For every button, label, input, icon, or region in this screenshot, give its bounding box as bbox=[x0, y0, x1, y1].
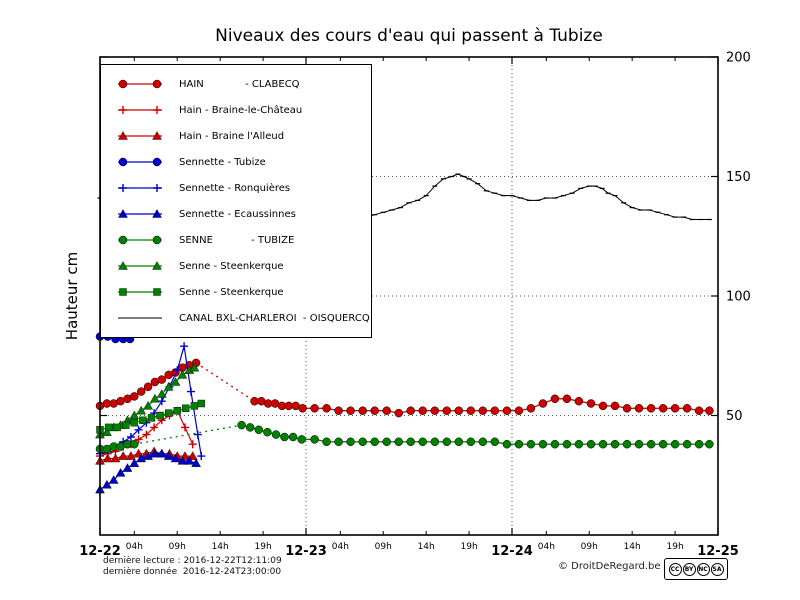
legend-item: Hain - Braine-le-Château bbox=[101, 97, 371, 123]
legend-marker-senne-steenkerque-triangle bbox=[118, 261, 162, 270]
svg-text:09h: 09h bbox=[581, 542, 598, 552]
legend-item: Sennette - Ronquières bbox=[101, 175, 371, 201]
legend-label: Hain - Braine l'Alleud bbox=[179, 130, 285, 142]
chart-title: Niveaux des cours d'eau qui passent à Tu… bbox=[215, 26, 603, 46]
last-reading-text: dernière lecture : 2016-12-22T12:11:09 bbox=[103, 556, 282, 566]
legend-item: Sennette - Ecaussinnes bbox=[101, 201, 371, 227]
svg-text:14h: 14h bbox=[418, 542, 435, 552]
legend-label: Senne - Steenkerque bbox=[179, 260, 284, 272]
legend-label: Sennette - Ronquières bbox=[179, 182, 291, 194]
svg-text:19h: 19h bbox=[667, 542, 684, 552]
legend-label: HAIN - CLABECQ bbox=[179, 78, 300, 90]
legend-item: HAIN - CLABECQ bbox=[101, 71, 371, 97]
svg-text:09h: 09h bbox=[375, 542, 392, 552]
cc-icon-sa: SA bbox=[710, 562, 724, 576]
legend-item: Hain - Braine l'Alleud bbox=[101, 123, 371, 149]
legend-item: Senne - Steenkerque bbox=[101, 279, 371, 305]
legend-label: Senne - Steenkerque bbox=[179, 286, 284, 298]
legend-label: Sennette - Ecaussinnes bbox=[179, 208, 296, 220]
legend-marker-hain-clabecq bbox=[118, 79, 162, 89]
cc-icon-nc: NC bbox=[696, 562, 710, 576]
svg-text:50: 50 bbox=[726, 409, 743, 424]
svg-text:09h: 09h bbox=[169, 542, 186, 552]
cc-icon-cc: CC bbox=[668, 562, 682, 576]
legend-label: Sennette - Tubize bbox=[179, 156, 266, 168]
svg-text:04h: 04h bbox=[126, 542, 143, 552]
legend-marker-canal-bxl-charleroi-oisquercq bbox=[118, 317, 162, 319]
svg-text:12-23: 12-23 bbox=[285, 544, 327, 559]
last-data-text: dernière donnée 2016-12-24T23:00:00 bbox=[103, 567, 282, 577]
legend-marker-sennette-ecaussinnes bbox=[118, 209, 162, 218]
legend-marker-sennette-tubize bbox=[118, 157, 162, 167]
legend-marker-hain-braine-le-chateau bbox=[118, 106, 162, 114]
legend-label: CANAL BXL-CHARLEROI - OISQUERCQ bbox=[179, 312, 370, 324]
legend-marker-sennette-ronquieres bbox=[118, 184, 162, 192]
legend-label: Hain - Braine-le-Château bbox=[179, 104, 303, 116]
svg-text:12-24: 12-24 bbox=[491, 544, 533, 559]
legend-label: SENNE - TUBIZE bbox=[179, 234, 295, 246]
svg-text:19h: 19h bbox=[461, 542, 478, 552]
cc-license-badge[interactable]: CC BY NC SA bbox=[664, 558, 728, 580]
cc-icon-by: BY bbox=[682, 562, 696, 576]
legend: HAIN - CLABECQ Hain - Braine-le-Château Ha… bbox=[100, 64, 372, 338]
legend-marker-senne-steenkerque-square bbox=[118, 288, 162, 296]
legend-item: Sennette - Tubize bbox=[101, 149, 371, 175]
legend-item: Senne - Steenkerque bbox=[101, 253, 371, 279]
legend-item: CANAL BXL-CHARLEROI - OISQUERCQ bbox=[101, 305, 371, 331]
svg-text:14h: 14h bbox=[624, 542, 641, 552]
legend-marker-senne-tubize bbox=[118, 235, 162, 245]
svg-text:04h: 04h bbox=[538, 542, 555, 552]
legend-item: SENNE - TUBIZE bbox=[101, 227, 371, 253]
copyright-text: © DroitDeRegard.be bbox=[558, 561, 661, 572]
svg-text:12-25: 12-25 bbox=[697, 544, 739, 559]
svg-text:14h: 14h bbox=[212, 542, 229, 552]
svg-text:100: 100 bbox=[726, 290, 751, 305]
svg-text:04h: 04h bbox=[332, 542, 349, 552]
svg-text:19h: 19h bbox=[255, 542, 272, 552]
svg-text:150: 150 bbox=[726, 170, 751, 185]
svg-text:200: 200 bbox=[726, 51, 751, 66]
svg-text:12-22: 12-22 bbox=[79, 544, 121, 559]
legend-marker-hain-braine-l-alleud bbox=[118, 131, 162, 140]
